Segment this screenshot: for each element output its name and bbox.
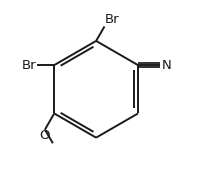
Text: Br: Br bbox=[22, 59, 37, 72]
Text: Br: Br bbox=[105, 13, 120, 26]
Text: N: N bbox=[161, 59, 171, 72]
Text: O: O bbox=[40, 129, 50, 142]
